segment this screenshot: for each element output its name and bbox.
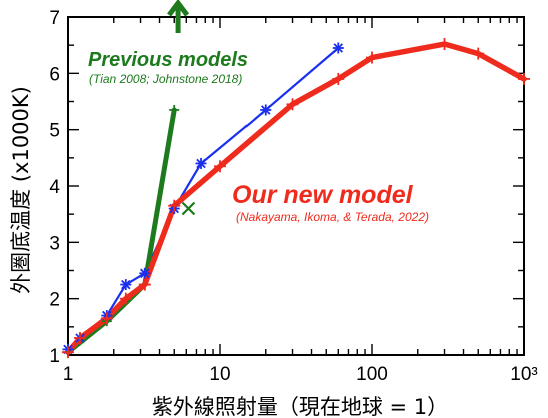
x-tick-label: 1 <box>63 364 74 385</box>
blue-data-point <box>195 157 207 169</box>
red-data-point <box>332 72 345 85</box>
red-data-point <box>286 98 299 111</box>
y-tick-label: 6 <box>49 64 60 85</box>
green-series-line <box>65 107 177 355</box>
red-data-point <box>366 51 378 64</box>
new-model-label: Our new model <box>232 181 414 209</box>
red-data-point <box>472 47 485 60</box>
blue-series-line <box>267 46 340 109</box>
y-tick-label: 7 <box>49 8 60 29</box>
blue-data-point <box>120 279 132 291</box>
axis-ticks <box>67 16 524 356</box>
red-data-point <box>74 332 87 345</box>
blue-data-point <box>260 104 272 116</box>
red-data-point <box>100 312 113 325</box>
axis-tick-labels: 1 10 100 10³ 1 2 3 4 5 6 7 <box>49 8 537 385</box>
previous-models-citation: (Tian 2008; Johnstone 2018) <box>89 72 242 86</box>
y-axis-title: 外圏底温度 (x1000K) <box>9 86 33 294</box>
red-data-point <box>62 346 74 359</box>
x-tick-label: 10³ <box>510 364 537 385</box>
blue-series-line <box>66 124 248 351</box>
red-data-point <box>518 72 530 85</box>
red-data-point <box>214 160 226 173</box>
marker-layer <box>62 0 530 359</box>
y-tick-label: 3 <box>49 233 60 254</box>
new-model-citation: (Nakayama, Ikoma, & Terada, 2022) <box>236 210 429 224</box>
blue-data-point <box>139 267 151 279</box>
y-tick-label: 4 <box>49 177 60 198</box>
x-axis-title: 紫外線照射量（現在地球 = 1） <box>152 395 448 418</box>
x-tick-label: 100 <box>356 364 388 385</box>
red-data-point <box>438 38 451 51</box>
y-tick-label: 2 <box>49 290 60 311</box>
red-data-point <box>138 278 151 291</box>
red-data-point <box>119 292 132 305</box>
green-up-arrow <box>167 0 190 33</box>
y-tick-label: 1 <box>49 346 60 367</box>
green-x-marker <box>181 201 196 216</box>
green-data-point <box>169 104 180 115</box>
y-tick-label: 5 <box>49 121 60 142</box>
red-data-point <box>168 199 181 212</box>
previous-models-label: Previous models <box>88 49 248 71</box>
x-tick-label: 10 <box>209 364 230 385</box>
blue-data-point <box>332 42 344 54</box>
